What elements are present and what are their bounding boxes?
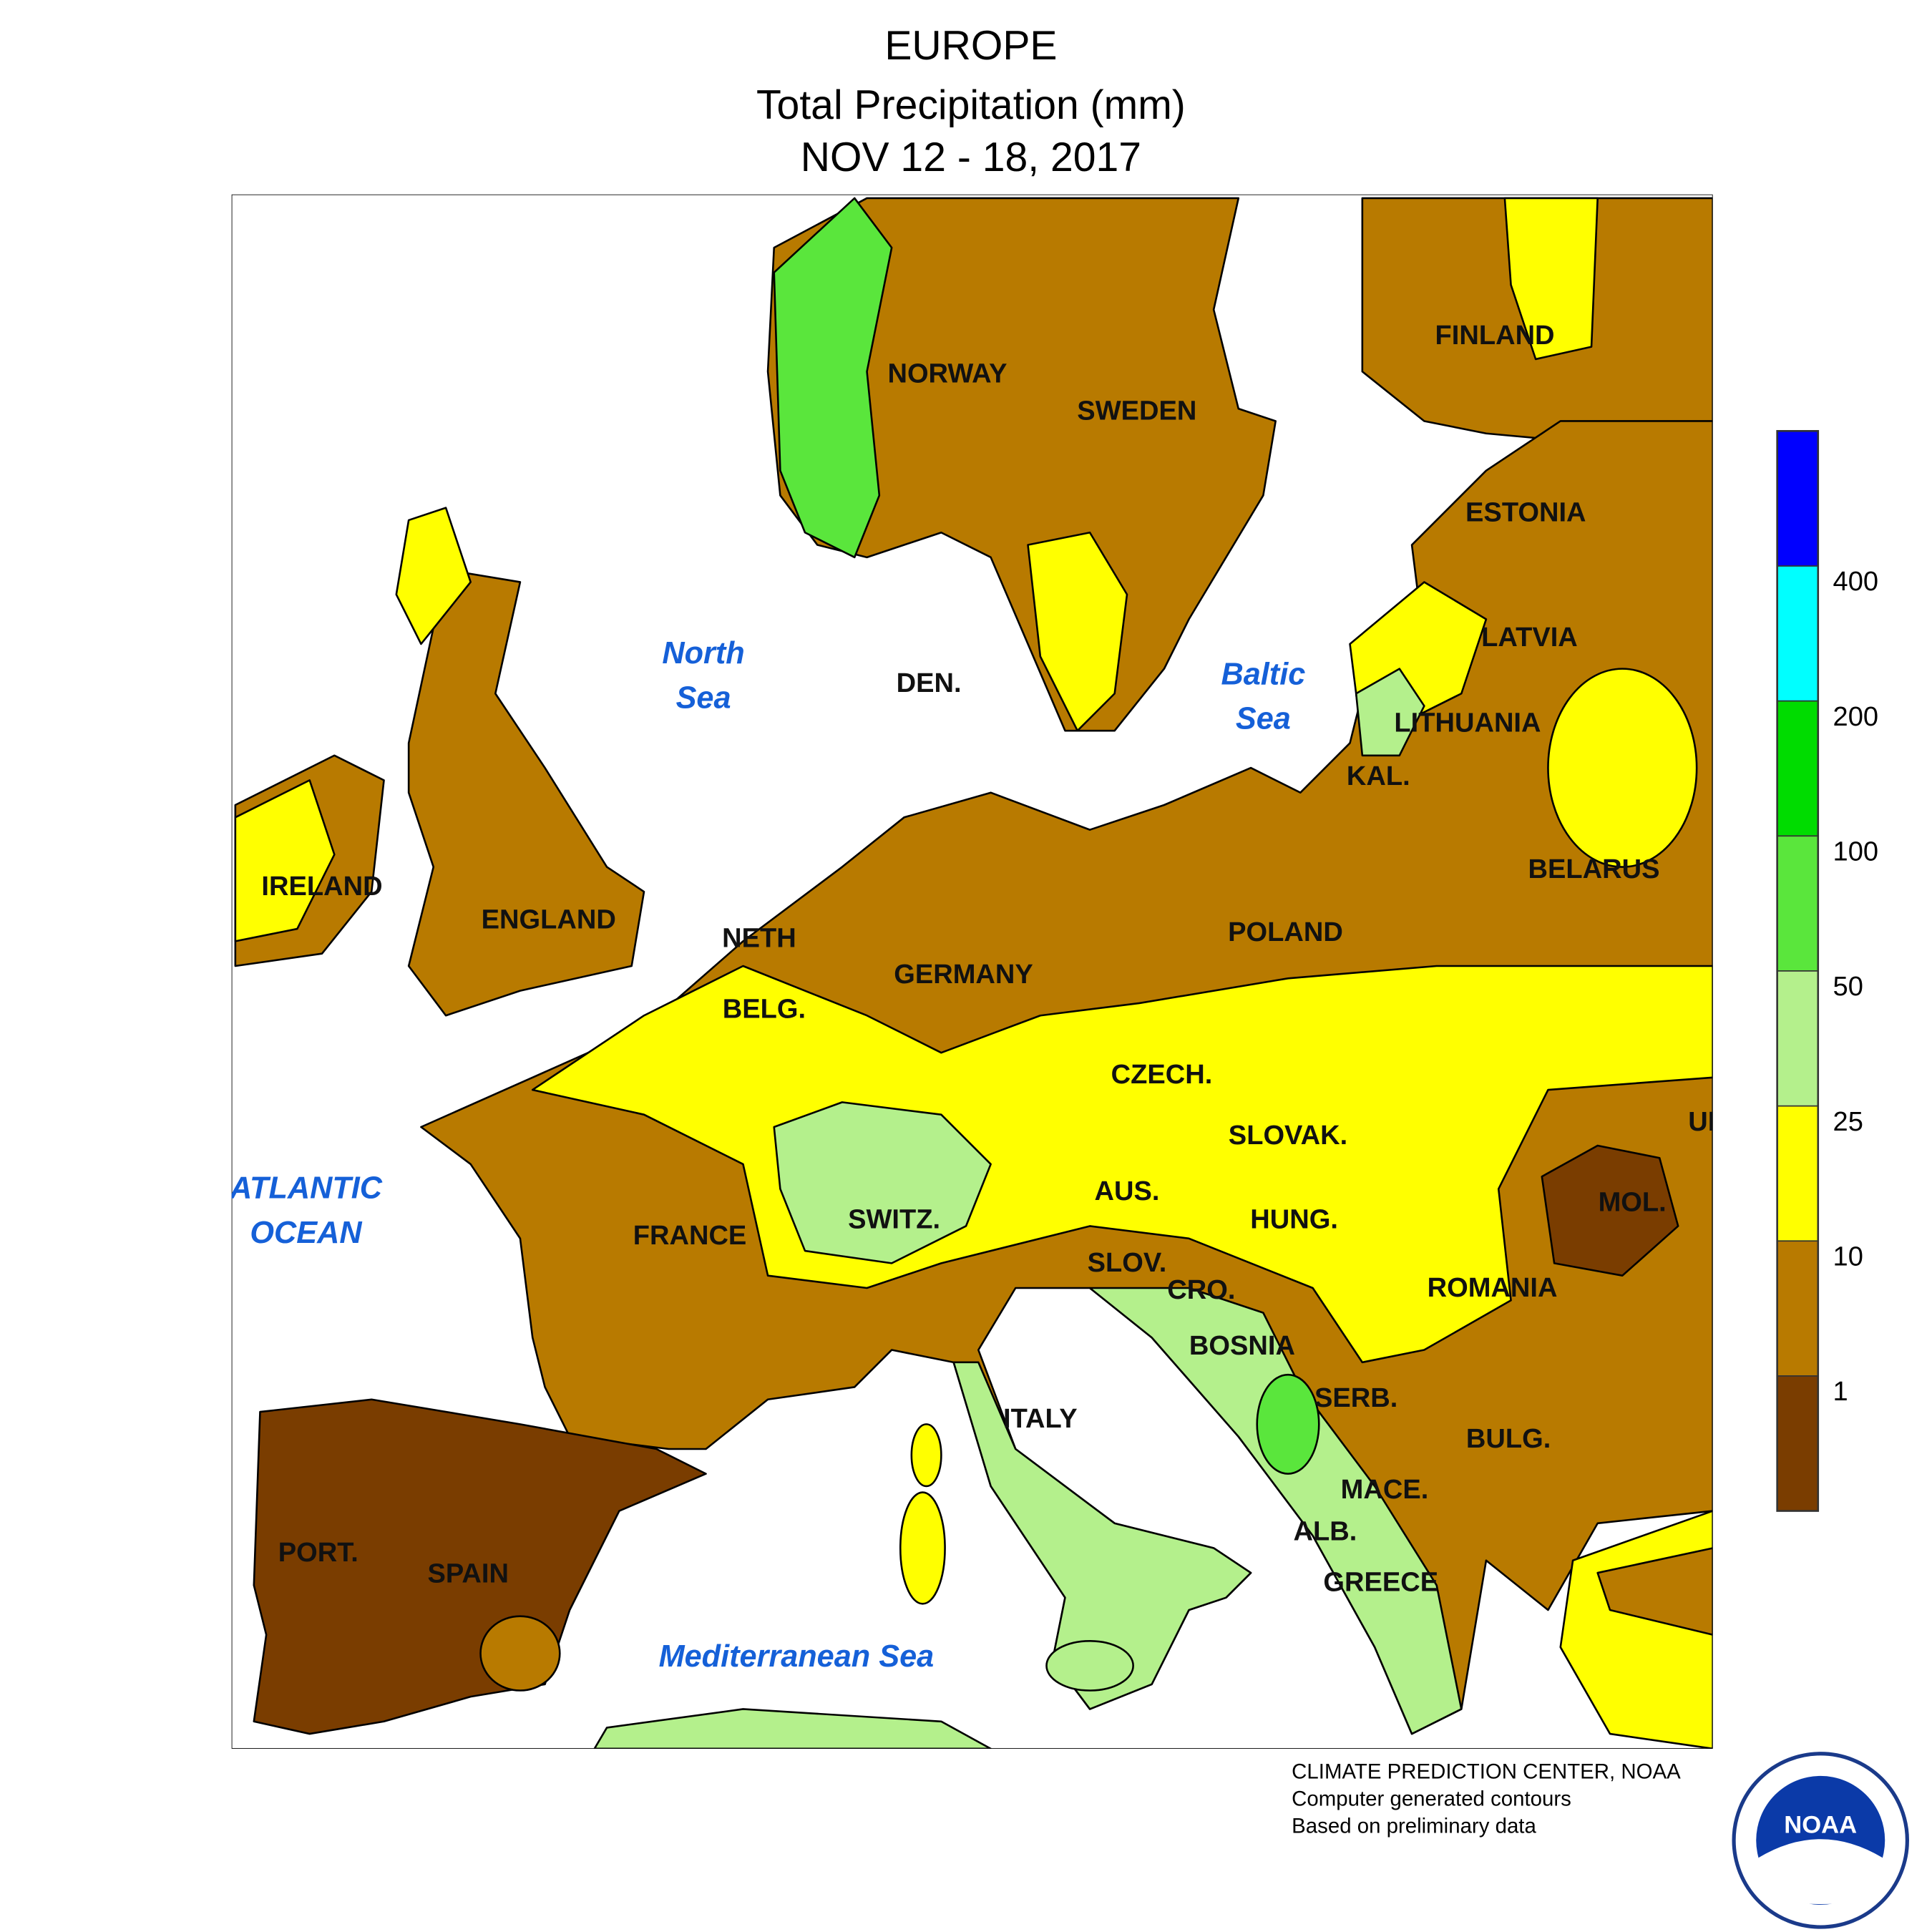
contour <box>1355 668 1425 757</box>
country-label: AUS. <box>1095 1176 1160 1206</box>
legend-label: 1 <box>1833 1377 1848 1407</box>
contour <box>1596 1547 1713 1636</box>
contour <box>773 197 893 559</box>
country-label: CZECH. <box>1111 1060 1213 1090</box>
legend: 1 10 25 50 100 200 400 <box>1776 430 1879 1512</box>
country-label: POLAND <box>1228 917 1343 947</box>
contour <box>479 1615 561 1692</box>
country-label: MOL. <box>1599 1187 1667 1217</box>
legend-swatch <box>1777 565 1818 701</box>
logo-gull <box>1758 1839 1883 1905</box>
legend-swatch <box>1777 701 1818 836</box>
country-label: BELG. <box>723 994 806 1024</box>
country-label: ITALY <box>1003 1404 1078 1434</box>
subtitle: Total Precipitation (mm) <box>756 82 1186 128</box>
land <box>593 1708 992 1749</box>
sea-label: ATLANTIC <box>229 1171 383 1206</box>
contour <box>1503 197 1599 361</box>
country-label: SLOV. <box>1088 1248 1167 1278</box>
country-label: MACE. <box>1341 1475 1429 1505</box>
land <box>407 568 645 1017</box>
title: EUROPE <box>884 23 1057 69</box>
legend-swatch <box>1777 1241 1818 1376</box>
country-label: GERMANY <box>894 960 1033 990</box>
period: NOV 12 - 18, 2017 <box>801 135 1141 180</box>
island <box>1045 1639 1134 1692</box>
country-label: NETH <box>722 924 796 954</box>
contour <box>1088 1287 1463 1735</box>
sea-label: Baltic <box>1221 657 1305 691</box>
legend-label: 100 <box>1833 837 1879 867</box>
country-label: HUNG. <box>1250 1205 1338 1235</box>
contour <box>395 507 472 645</box>
country-label: ESTONIA <box>1465 497 1586 527</box>
sea-label: Sea <box>676 680 731 715</box>
country-label: FRANCE <box>633 1221 747 1251</box>
contour <box>531 965 1713 1364</box>
country-label: BELARUS <box>1528 854 1660 884</box>
legend-swatch <box>1777 970 1818 1106</box>
country-label: SWITZ. <box>848 1205 940 1235</box>
footer-line: Computer generated contours <box>1292 1787 1571 1810</box>
country-label: KAL. <box>1347 761 1410 791</box>
country-label: IRELAND <box>261 872 382 902</box>
legend-swatch <box>1777 1106 1818 1241</box>
country-label: LATVIA <box>1481 623 1578 653</box>
legend-label: 10 <box>1833 1242 1863 1272</box>
sea-label: North <box>662 636 744 670</box>
sea-label: Sea <box>1236 702 1291 736</box>
footer-line: Based on preliminary data <box>1292 1815 1536 1838</box>
map-area <box>231 194 1713 1749</box>
country-label: GREECE <box>1323 1568 1438 1598</box>
contour <box>1256 1373 1320 1475</box>
country-label: FINLAND <box>1435 321 1555 351</box>
country-label: SLOVAK. <box>1229 1121 1347 1151</box>
island <box>899 1491 946 1605</box>
island <box>910 1423 942 1488</box>
country-label: SWEDEN <box>1077 396 1196 426</box>
legend-label: 50 <box>1833 972 1863 1002</box>
country-label: UKR. <box>1688 1107 1755 1137</box>
legend-label: 25 <box>1833 1107 1863 1137</box>
footer-line: CLIMATE PREDICTION CENTER, NOAA <box>1292 1760 1681 1783</box>
contour <box>1027 531 1128 732</box>
land <box>253 1398 707 1735</box>
sea-label: OCEAN <box>250 1216 362 1250</box>
contour <box>1541 1144 1679 1277</box>
contour <box>234 779 336 942</box>
country-label: CRO. <box>1167 1275 1235 1305</box>
labels: NORWAY SWEDEN FINLAND ESTONIA LATVIA LITHUANI… <box>229 321 1755 1674</box>
country-label: NORWAY <box>887 358 1007 389</box>
legend-swatch <box>1777 1375 1818 1511</box>
contour <box>1547 668 1698 868</box>
country-label: PORT. <box>278 1538 358 1568</box>
legend-swatch <box>1777 431 1818 566</box>
country-label: ALB. <box>1294 1517 1357 1547</box>
legend-label: 200 <box>1833 702 1879 732</box>
country-label: SPAIN <box>427 1559 509 1589</box>
country-label: LITHUANIA <box>1394 708 1541 738</box>
sea-label: Mediterranean Sea <box>659 1639 935 1674</box>
country-label: SERB. <box>1314 1383 1397 1413</box>
legend-label: 400 <box>1833 567 1879 597</box>
contour <box>952 1361 1252 1710</box>
contour <box>773 1101 992 1264</box>
country-label: DEN. <box>897 668 962 698</box>
country-label: BOSNIA <box>1189 1331 1295 1361</box>
country-label: ENGLAND <box>482 905 616 935</box>
noaa-logo: NOAA <box>1732 1752 1909 1929</box>
logo-text: NOAA <box>1784 1812 1857 1839</box>
land <box>766 197 1277 732</box>
country-label: BULG. <box>1466 1424 1551 1454</box>
legend-swatch <box>1777 836 1818 971</box>
country-label: ROMANIA <box>1428 1273 1558 1303</box>
